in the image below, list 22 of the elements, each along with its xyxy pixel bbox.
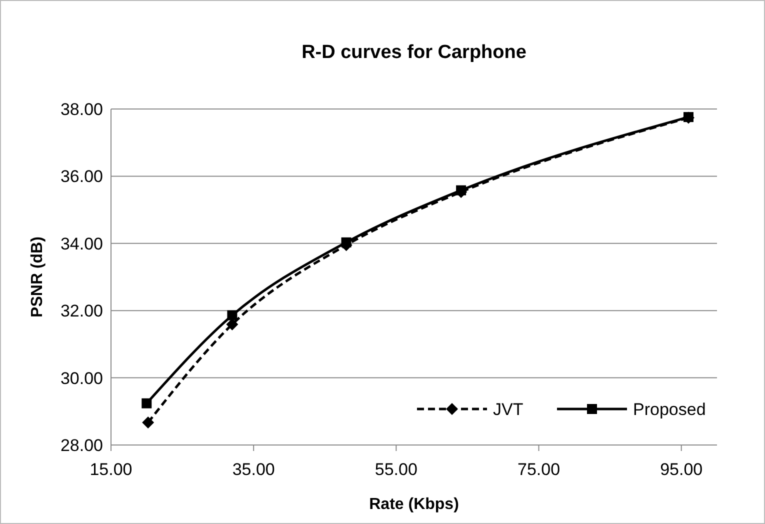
x-tick-label: 95.00 — [660, 460, 703, 479]
x-tick-label: 15.00 — [90, 460, 132, 479]
point — [142, 416, 154, 428]
legend-label: Proposed — [633, 400, 706, 419]
y-tick-label: 38.00 — [60, 100, 103, 119]
point — [456, 185, 466, 196]
legend-label: JVT — [493, 400, 524, 419]
x-tick-label: 35.00 — [232, 460, 275, 479]
y-tick-label: 34.00 — [60, 234, 103, 254]
y-tick-label: 30.00 — [60, 368, 103, 388]
chart-title: R-D curves for Carphone — [302, 42, 526, 63]
y-tick-label: 28.00 — [60, 436, 103, 455]
x-axis-title: Rate (Kbps) — [369, 496, 459, 513]
x-tick-label: 55.00 — [374, 460, 418, 479]
point — [142, 398, 152, 408]
point — [341, 237, 352, 248]
y-axis-title: PSNR (dB) — [29, 236, 46, 318]
y-tick-label: 36.00 — [60, 167, 103, 186]
y-tick-label: 32.00 — [60, 302, 103, 321]
point — [683, 112, 694, 122]
x-tick-label: 75.00 — [517, 460, 560, 479]
point — [227, 310, 238, 320]
